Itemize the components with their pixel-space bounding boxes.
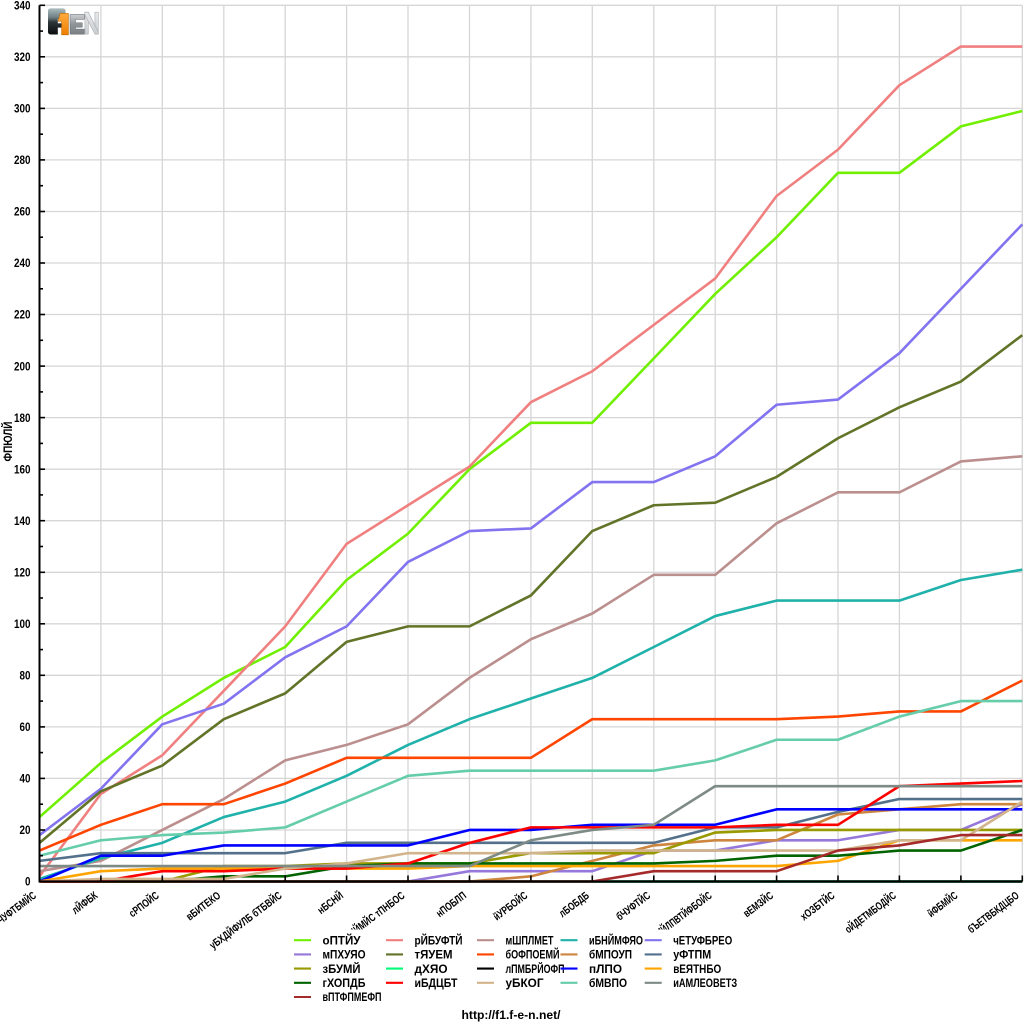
svg-text:http://f1.f-e-n.net/: http://f1.f-e-n.net/	[462, 1008, 562, 1022]
svg-text:160: 160	[14, 462, 31, 476]
svg-text:вПТФПМЕФП: вПТФПМЕФП	[323, 992, 382, 1004]
svg-text:340: 340	[14, 0, 31, 13]
svg-text:260: 260	[14, 205, 31, 219]
svg-text:лПМБРЙОФП: лПМБРЙОФП	[506, 963, 565, 976]
svg-text:бМВПО: бМВПО	[589, 978, 627, 990]
svg-text:320: 320	[14, 50, 31, 64]
svg-text:100: 100	[14, 617, 31, 631]
svg-text:280: 280	[14, 153, 31, 167]
svg-text:мПХУЯО: мПХУЯО	[323, 950, 366, 962]
svg-text:гХОПДБ: гХОПДБ	[323, 978, 366, 990]
svg-text:иБНЙМФЯО: иБНЙМФЯО	[589, 934, 643, 947]
svg-text:чЕТУФБРЕО: чЕТУФБРЕО	[673, 935, 732, 947]
svg-text:180: 180	[14, 411, 31, 425]
svg-text:тЯУЕМ: тЯУЕМ	[415, 950, 453, 962]
svg-text:300: 300	[14, 102, 31, 116]
svg-text:зБУМЙ: зБУМЙ	[323, 963, 361, 976]
svg-text:220: 220	[14, 308, 31, 322]
svg-text:оПТЙУ: оПТЙУ	[323, 934, 362, 947]
svg-text:200: 200	[14, 359, 31, 373]
svg-text:пЛПО: пЛПО	[589, 964, 622, 976]
svg-text:дХЯО: дХЯО	[415, 964, 448, 976]
svg-text:рЙБУФТЙ: рЙБУФТЙ	[415, 934, 463, 947]
svg-text:уФТПМ: уФТПМ	[673, 950, 711, 962]
svg-text:вЕЯТНБО: вЕЯТНБО	[673, 964, 721, 976]
svg-text:80: 80	[20, 669, 31, 683]
svg-text:мШПЛМЕТ: мШПЛМЕТ	[506, 935, 554, 947]
svg-text:уБКОГ: уБКОГ	[506, 978, 544, 990]
svg-text:бОФПОЕМЙ: бОФПОЕМЙ	[506, 949, 560, 962]
svg-text:иАМЛЕОВЕТЗ: иАМЛЕОВЕТЗ	[673, 978, 737, 990]
svg-text:140: 140	[14, 514, 31, 528]
svg-text:иБДЦБТ: иБДЦБТ	[415, 978, 458, 990]
svg-text:40: 40	[20, 772, 31, 786]
svg-text:бМПОУП: бМПОУП	[589, 950, 632, 962]
svg-text:20: 20	[20, 823, 31, 837]
svg-text:0: 0	[25, 875, 31, 889]
svg-text:120: 120	[14, 566, 31, 580]
svg-text:240: 240	[14, 256, 31, 270]
svg-text:60: 60	[20, 720, 31, 734]
svg-text:ФПЮЛЙ: ФПЮЛЙ	[0, 422, 15, 462]
